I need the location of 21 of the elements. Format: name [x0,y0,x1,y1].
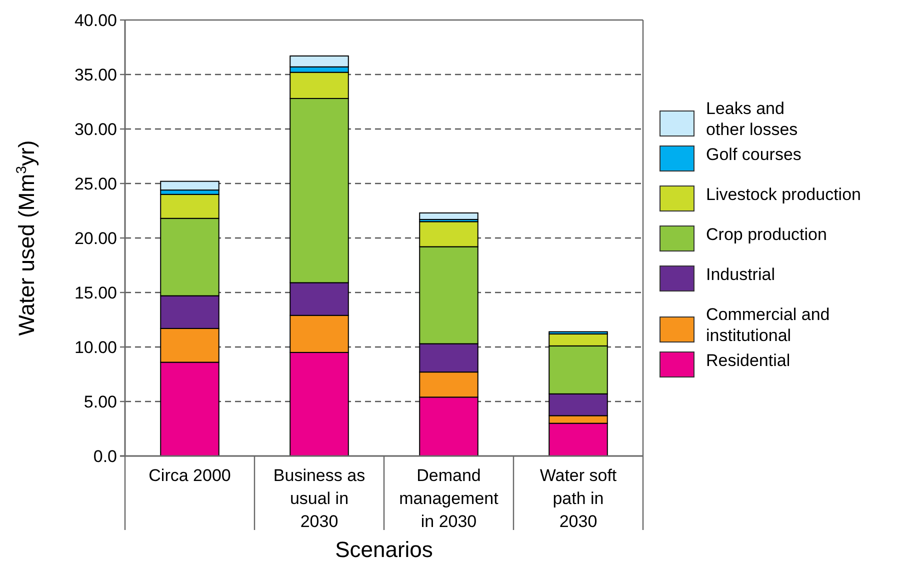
y-tick-label: 10.00 [74,338,117,357]
y-tick-label: 30.00 [74,120,117,139]
legend-label: Golf courses [706,144,802,164]
x-axis-title: Scenarios [335,537,433,562]
legend-label: Leaks and other losses [706,98,798,139]
y-tick-label: 15.00 [74,283,117,302]
y-tick-label: 0.0 [93,446,117,466]
legend-label: Commercial and institutional [706,304,830,345]
y-tick-label: 40.00 [74,10,117,30]
x-tick-label: Water soft path in 2030 [540,466,617,531]
x-tick-label: Demand management in 2030 [399,466,499,531]
y-tick-label: 5.00 [84,392,117,412]
y-tick-label: 35.00 [74,65,117,84]
legend-label: Industrial [706,264,775,284]
y-tick-label: 20.00 [74,228,117,248]
legend-label: Crop production [706,224,827,244]
legend-label: Livestock production [706,184,861,204]
x-tick-label: Business as usual in 2030 [273,466,366,531]
x-tick-label: Circa 2000 [148,466,231,485]
y-tick-label: 25.00 [74,174,117,194]
legend-label: Residential [706,350,790,370]
